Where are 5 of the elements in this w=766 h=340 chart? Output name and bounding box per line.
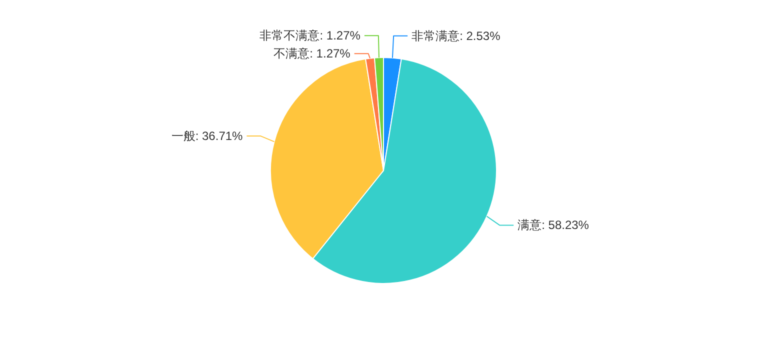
slice-label: 一般: 36.71% [171,129,244,144]
slice-label: 非常满意: 2.53% [412,28,501,43]
slice-label: 满意: 58.23% [518,218,590,232]
slice-label: 不满意: 1.27% [274,46,351,61]
slice-label: 非常不满意: 1.27% [260,28,361,43]
